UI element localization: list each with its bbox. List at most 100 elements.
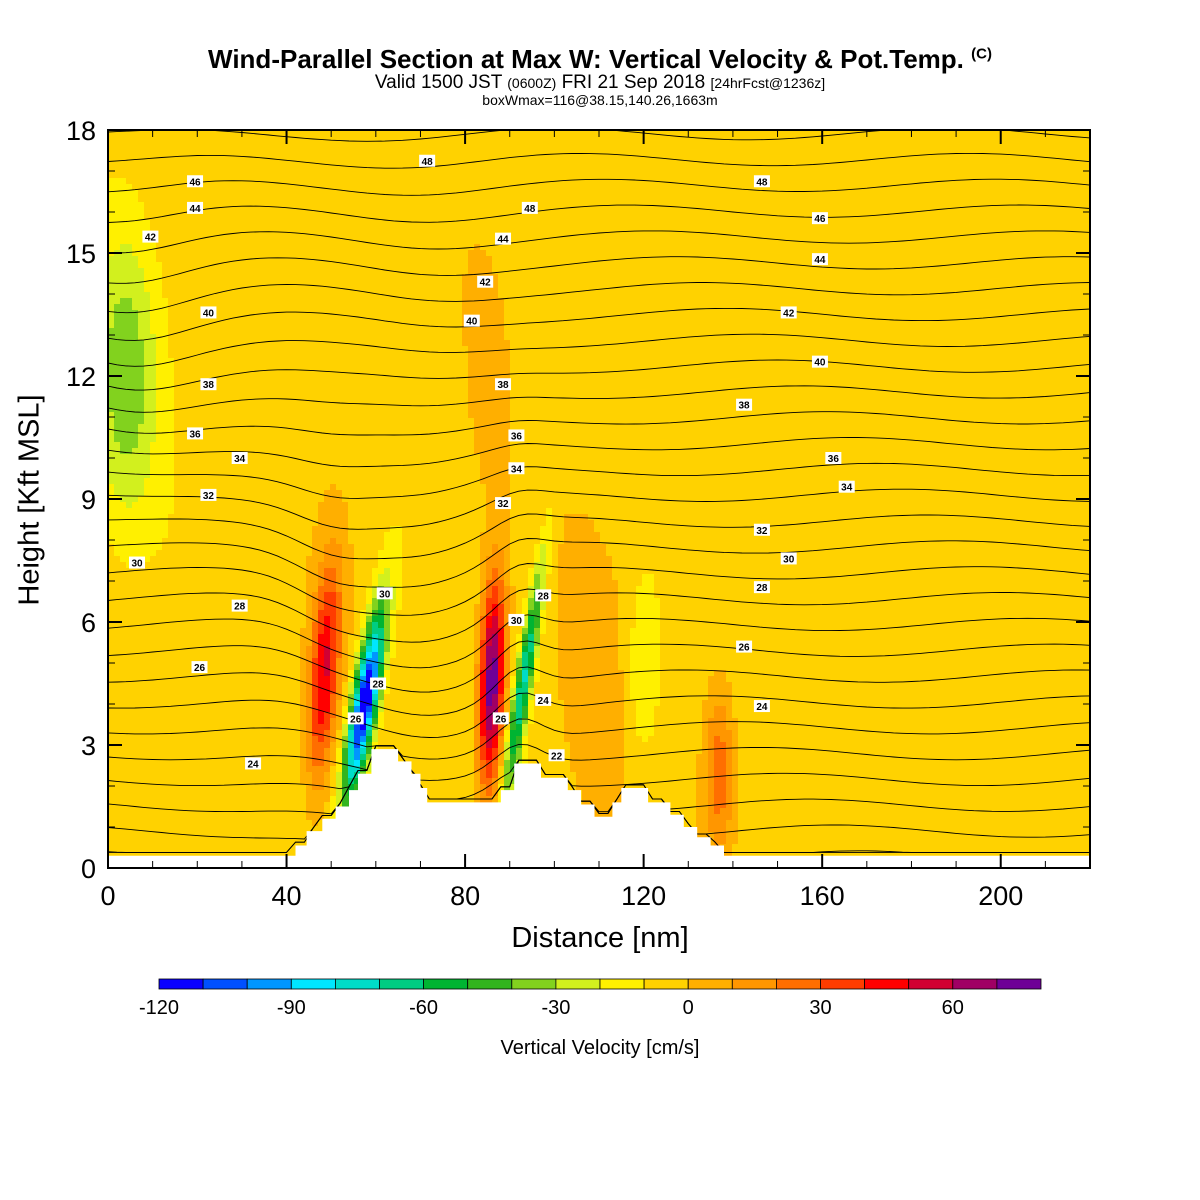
x-tick-label: 0: [100, 881, 115, 911]
theta-contour-line: [108, 130, 1090, 142]
y-tick-label: 3: [81, 731, 96, 761]
colorbar-tick-label: 60: [942, 997, 964, 1019]
colorbar-swatch: [423, 978, 469, 990]
contour-label-box: [231, 452, 248, 464]
contour-label: 28: [538, 591, 550, 602]
theta-contour-line: [108, 359, 1090, 391]
colorbar-tick-label: 0: [683, 997, 694, 1019]
theta-contour-line: [108, 745, 1090, 840]
theta-contour-line: [108, 692, 1090, 738]
contour-label-box: [753, 523, 770, 536]
colorbar-tick-label: -30: [541, 997, 570, 1019]
theta-contour-labels: 48 46 44 42 40 38 36 34 32 30 28 26 24 48 44 42 40 38 36 34…: [129, 154, 855, 770]
contour-label-box: [376, 587, 393, 600]
colorbar-swatch: [643, 978, 689, 990]
contour-label-box: [508, 613, 525, 626]
x-tick-label: 120: [621, 881, 666, 911]
contour-label: 40: [814, 358, 826, 369]
colorbar-swatch: [687, 978, 733, 990]
contour-label-box: [187, 427, 204, 440]
colorbar-swatch: [246, 978, 292, 990]
colorbar-swatch: [731, 978, 777, 990]
contour-label: 46: [814, 214, 826, 225]
contour-label-box: [245, 757, 262, 770]
contour-label-box: [753, 175, 770, 188]
theta-contour-line: [108, 743, 1090, 781]
contour-label: 32: [497, 499, 509, 510]
contour-label-box: [142, 230, 159, 243]
theta-contour-line: [108, 282, 1090, 314]
contour-label-box: [508, 429, 525, 442]
contour-label: 40: [466, 317, 478, 328]
theta-contour-line: [108, 230, 1090, 254]
colorbar: -120 -90 -60 -30 0 30 60: [139, 978, 1042, 1019]
box-info: boxWmax=116@38.15,140.26,1663m: [482, 92, 718, 108]
x-tick-label: 200: [978, 881, 1023, 911]
y-axis-label: Height [Kft MSL]: [13, 394, 46, 606]
contour-label: 44: [189, 204, 201, 215]
y-tick-label: 12: [66, 362, 96, 392]
colorbar-tick-label: -60: [409, 997, 438, 1019]
contour-label-box: [508, 462, 525, 475]
contour-label: 22: [551, 751, 563, 762]
theta-contour-line: [108, 563, 1090, 616]
colorbar-swatch: [202, 978, 248, 990]
contour-label: 26: [194, 663, 206, 674]
theta-contour-line: [108, 411, 1090, 436]
contour-label-box: [825, 452, 842, 464]
contour-label: 30: [511, 616, 523, 627]
colorbar-swatch: [776, 978, 821, 990]
colorbar-swatch: [334, 978, 380, 990]
contour-label: 28: [234, 602, 246, 613]
contour-label: 48: [422, 157, 434, 168]
contour-label: 26: [739, 643, 751, 654]
contour-label: 34: [234, 454, 246, 465]
contour-label: 38: [203, 380, 215, 391]
contour-label: 40: [203, 308, 215, 319]
contour-label: 48: [524, 204, 536, 215]
contour-label-box: [838, 480, 855, 493]
contour-label-box: [187, 175, 204, 188]
contour-label: 24: [538, 696, 550, 707]
contour-label: 24: [756, 702, 768, 713]
terrain-profile: [108, 749, 1090, 868]
contour-label-box: [463, 314, 480, 327]
theta-contour-line: [108, 385, 1090, 413]
colorbar-swatch: [599, 978, 645, 990]
contour-label-box: [495, 497, 512, 510]
colorbar-swatch: [467, 978, 513, 990]
contour-label-box: [780, 552, 797, 565]
contour-label-box: [780, 306, 797, 319]
colorbar-swatch: [820, 978, 865, 990]
theta-contour-line: [108, 588, 1090, 643]
y-tick-label: 18: [66, 116, 96, 146]
contour-label-box: [753, 700, 770, 713]
colorbar-swatch: [996, 978, 1042, 990]
colorbar-swatch: [158, 978, 204, 990]
contour-label-box: [370, 677, 387, 690]
colorbar-tick-label: -90: [277, 997, 306, 1019]
theta-contours: [108, 102, 1090, 853]
theta-contour-line: [108, 102, 1090, 115]
contour-label-box: [191, 661, 208, 674]
colorbar-swatch: [952, 978, 998, 990]
contour-label: 46: [189, 177, 201, 188]
theta-contour-line: [108, 437, 1090, 468]
contour-label: 42: [480, 278, 492, 289]
contour-label: 28: [372, 680, 384, 691]
contour-label: 44: [814, 255, 826, 266]
y-tick-label: 0: [81, 854, 96, 884]
contour-label-box: [495, 378, 512, 391]
theta-contour-line: [108, 333, 1090, 367]
contour-label: 26: [495, 714, 507, 725]
vertical-velocity-field: [108, 130, 1090, 868]
contour-label: 44: [497, 235, 509, 246]
contour-label-box: [187, 201, 204, 214]
contour-label-box: [753, 581, 770, 594]
contour-label-box: [495, 232, 512, 245]
contour-label-box: [535, 693, 552, 706]
theta-contour-line: [108, 745, 1090, 815]
contour-label: 34: [841, 483, 853, 494]
contour-label-box: [419, 154, 436, 167]
